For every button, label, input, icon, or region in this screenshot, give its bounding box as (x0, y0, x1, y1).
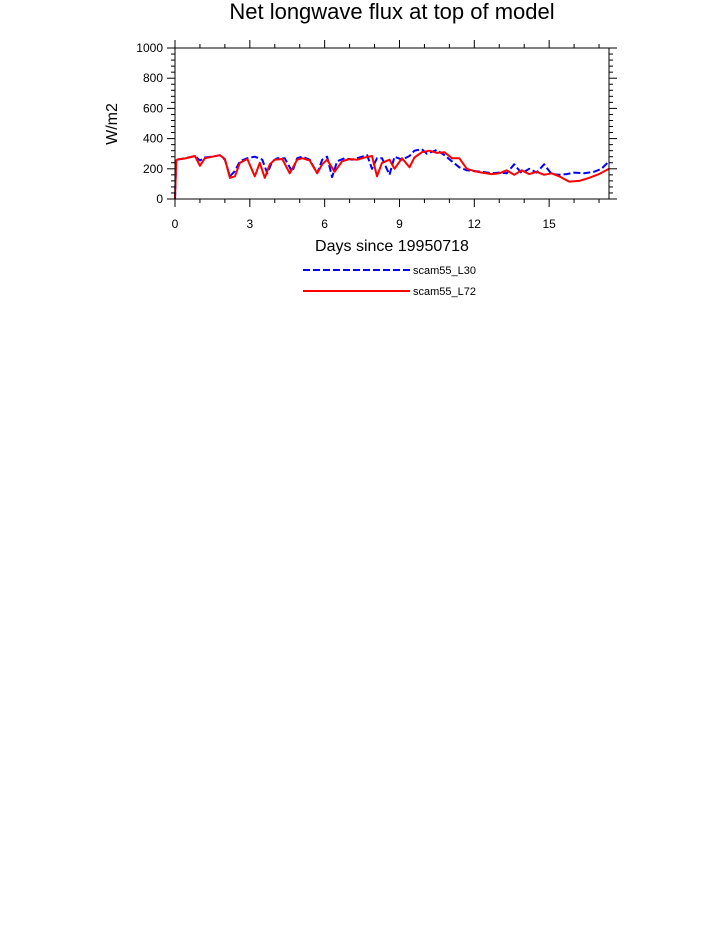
x-tick-label: 6 (321, 217, 328, 231)
legend-label: scam55_L30 (413, 265, 476, 277)
chart-title: Net longwave flux at top of model (229, 0, 554, 24)
x-tick-label: 9 (396, 217, 403, 231)
x-tick-label: 15 (542, 217, 556, 231)
tick-group: 0 200 400 600 800 1000 0 3 6 9 12 15 (136, 40, 617, 231)
y-tick-label: 600 (143, 101, 163, 115)
y-tick-label: 800 (143, 71, 163, 85)
x-tick-label: 12 (468, 217, 482, 231)
legend: scam55_L30 scam55_L72 (303, 265, 476, 298)
plot-frame (174, 47, 610, 200)
y-axis-label: W/m2 (104, 103, 121, 145)
series-group (174, 148, 610, 200)
y-tick-label: 1000 (136, 41, 163, 55)
y-tick-label: 0 (156, 192, 163, 206)
y-tick-label: 400 (143, 132, 163, 146)
plot-area: 0 200 400 600 800 1000 0 3 6 9 12 15 (136, 40, 617, 231)
series-line-scam55_L72 (174, 149, 610, 200)
x-tick-label: 3 (246, 217, 253, 231)
x-axis-label: Days since 19950718 (315, 238, 469, 255)
legend-label: scam55_L72 (413, 286, 476, 298)
series-line-scam55_L30 (174, 148, 610, 200)
x-tick-label: 0 (172, 217, 179, 231)
y-tick-label: 200 (143, 162, 163, 176)
